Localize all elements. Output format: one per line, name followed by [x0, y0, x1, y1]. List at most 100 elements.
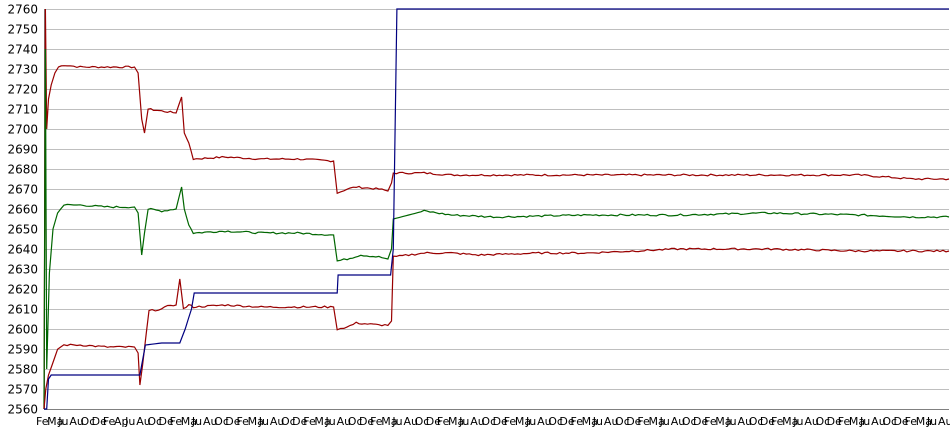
x-tick-label: Fe	[370, 415, 383, 428]
x-tick-label: Au	[804, 415, 819, 428]
y-tick-label: 2580	[7, 363, 38, 377]
x-tick-label: Oc	[281, 415, 296, 428]
x-tick-label: Ju	[525, 415, 536, 428]
x-tick-label: Ma	[181, 415, 197, 428]
x-tick-label: Fe	[771, 415, 784, 428]
x-tick-label: Oc	[214, 415, 229, 428]
x-tick-label: Ma	[448, 415, 464, 428]
x-tick-label: Ma	[782, 415, 798, 428]
y-tick-label: 2680	[7, 163, 38, 177]
x-tick-label: Au	[671, 415, 686, 428]
x-tick-label: Ma	[648, 415, 664, 428]
y-tick-label: 2700	[7, 123, 38, 137]
x-tick-label: De	[493, 415, 508, 428]
x-tick-label: Fe	[103, 415, 116, 428]
x-tick-label: Au	[270, 415, 285, 428]
x-tick-label: Oc	[816, 415, 831, 428]
x-tick-label: De	[426, 415, 441, 428]
x-tick-label: Au	[69, 415, 84, 428]
x-tick-label: De	[893, 415, 908, 428]
gridlines	[44, 9, 949, 410]
x-tick-label: Ma	[715, 415, 731, 428]
series-lines	[43, 8, 950, 410]
x-tick-label: Au	[938, 415, 950, 428]
x-tick-label: Ma	[381, 415, 397, 428]
x-tick-label: Ju	[792, 415, 803, 428]
y-tick-label: 2570	[7, 383, 38, 397]
x-tick-label: Oc	[147, 415, 162, 428]
y-tick-label: 2750	[7, 23, 38, 37]
x-tick-label: Ma	[916, 415, 932, 428]
x-tick-label: De	[559, 415, 574, 428]
y-tick-label: 2560	[7, 403, 38, 417]
y-tick-label: 2730	[7, 63, 38, 77]
y-tick-label: 2590	[7, 343, 38, 357]
x-tick-label: Ma	[515, 415, 531, 428]
x-tick-label: Au	[470, 415, 485, 428]
x-tick-label: Ju	[859, 415, 870, 428]
x-tick-label: Ju	[191, 415, 202, 428]
x-tick-label: Au	[537, 415, 552, 428]
y-tick-labels: 2560 2570 2580 2590 2600 2610 2620 2630 2640 2650…	[7, 3, 38, 417]
x-tick-label: Au	[337, 415, 352, 428]
x-tick-label: Fe	[838, 415, 851, 428]
y-tick-label: 2610	[7, 303, 38, 317]
x-tick-label: Ma	[582, 415, 598, 428]
x-tick-label: Au	[738, 415, 753, 428]
x-tick-label: Ju	[458, 415, 469, 428]
y-tick-label: 2600	[7, 323, 38, 337]
x-tick-label: Oc	[415, 415, 430, 428]
x-tick-label: De	[693, 415, 708, 428]
x-tick-label: Au	[871, 415, 886, 428]
x-tick-label: Fe	[905, 415, 918, 428]
x-tick-label: Oc	[749, 415, 764, 428]
y-tick-label: 2710	[7, 103, 38, 117]
x-tick-label: Ju	[926, 415, 937, 428]
x-tick-label: Oc	[882, 415, 897, 428]
series-line-4	[44, 8, 949, 410]
x-tick-label: Ju	[725, 415, 736, 428]
x-tick-label: Oc	[615, 415, 630, 428]
x-tick-label: Oc	[548, 415, 563, 428]
x-tick-label: Fe	[437, 415, 450, 428]
x-tick-label: Fe	[36, 415, 49, 428]
x-tick-label: Fe	[504, 415, 517, 428]
y-tick-label: 2660	[7, 203, 38, 217]
y-tick-label: 2620	[7, 283, 38, 297]
y-tick-label: 2630	[7, 263, 38, 277]
x-tick-label: De	[158, 415, 173, 428]
series-line-2	[43, 48, 950, 410]
series-line-1	[43, 8, 950, 410]
x-tick-label: Fe	[637, 415, 650, 428]
x-tick-label: De	[225, 415, 240, 428]
x-tick-label: Ju	[659, 415, 670, 428]
y-tick-label: 2760	[7, 3, 38, 17]
x-tick-label: Ma	[849, 415, 865, 428]
x-tick-label: Ju	[391, 415, 402, 428]
x-tick-label: Ma	[47, 415, 63, 428]
y-tick-label: 2720	[7, 83, 38, 97]
x-tick-label: De	[760, 415, 775, 428]
x-tick-label: Ma	[248, 415, 264, 428]
x-tick-label: Fe	[303, 415, 316, 428]
x-tick-label: Fe	[571, 415, 584, 428]
series-line-3	[43, 247, 950, 410]
x-tick-label: Ju	[325, 415, 336, 428]
x-tick-label: De	[626, 415, 641, 428]
y-tick-label: 2640	[7, 243, 38, 257]
x-tick-label: Ma	[314, 415, 330, 428]
x-tick-label: Au	[203, 415, 218, 428]
x-tick-label: Oc	[682, 415, 697, 428]
x-tick-label: Au	[604, 415, 619, 428]
x-tick-label: Fe	[170, 415, 183, 428]
y-tick-label: 2740	[7, 43, 38, 57]
x-tick-label: Fe	[236, 415, 249, 428]
y-tick-label: 2690	[7, 143, 38, 157]
x-tick-label: De	[292, 415, 307, 428]
y-tick-label: 2650	[7, 223, 38, 237]
x-tick-label: Oc	[348, 415, 363, 428]
x-tick-label: Ap	[114, 415, 129, 428]
